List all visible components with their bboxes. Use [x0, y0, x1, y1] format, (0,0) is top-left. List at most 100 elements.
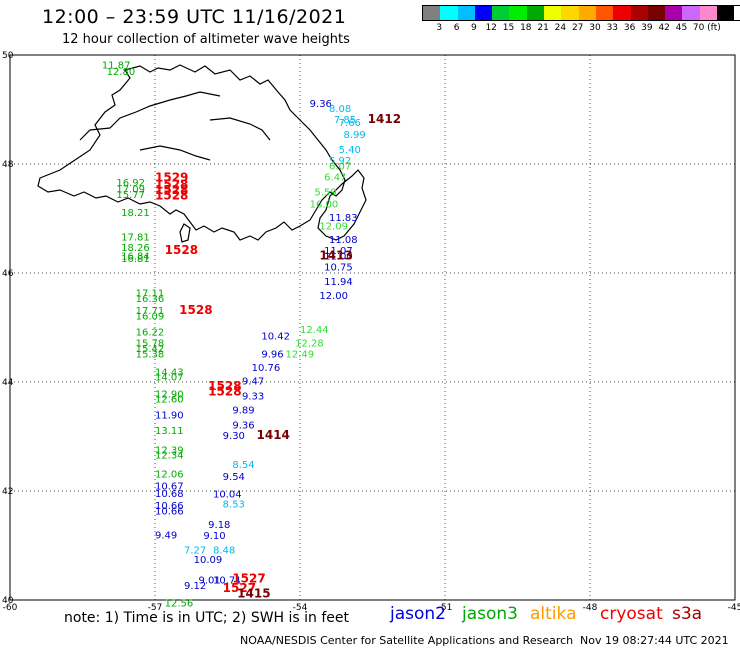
wave-height-label: 6.07 — [329, 161, 351, 172]
legend-swatch — [544, 6, 562, 20]
wave-height-label: 8.99 — [344, 130, 366, 141]
wave-height-label: 9.96 — [261, 349, 283, 360]
track-time-label: 1528 — [155, 183, 188, 197]
grid — [10, 55, 735, 600]
track-time-label: 1527 — [232, 572, 265, 586]
legend-swatch — [526, 6, 545, 20]
wave-height-label: 11.90 — [155, 411, 184, 422]
legend-swatch — [457, 6, 475, 20]
wave-height-label: 9.18 — [208, 520, 230, 531]
legend-swatch — [492, 6, 510, 20]
wave-height-label: 9.01 — [199, 576, 221, 587]
satellite-name-cryosat: cryosat — [600, 604, 663, 624]
wave-height-label: 17.81 — [121, 232, 150, 243]
legend-label: 33 — [606, 23, 619, 33]
inner-coastline-2 — [209, 117, 271, 141]
x-tick-label: -48 — [583, 603, 598, 613]
wave-height-label: 9.49 — [155, 530, 177, 541]
legend-swatch — [578, 6, 596, 20]
satellite-name-altika: altika — [530, 604, 577, 624]
legend-swatch — [423, 6, 441, 20]
wave-height-label: 9.30 — [223, 431, 245, 442]
wave-height-label: 10.42 — [261, 331, 290, 342]
y-tick-label: 42 — [2, 487, 13, 497]
wave-height-label: 10.67 — [155, 481, 184, 492]
wave-height-label: 7.85 — [334, 115, 356, 126]
legend-label: 70 (ft) — [692, 23, 721, 33]
legend-label: 27 — [571, 23, 584, 33]
wave-height-label: 5.40 — [339, 145, 361, 156]
y-tick-label: 50 — [2, 51, 14, 61]
legend-label: 15 — [502, 23, 515, 33]
track-time-label: 1414 — [257, 428, 290, 442]
track-time-label: 1527 — [223, 581, 256, 595]
track-time-label: 1415 — [237, 586, 270, 600]
track-time-label: 1528 — [208, 379, 241, 393]
wave-height-label: 18.26 — [121, 243, 150, 254]
wave-height-label: 15.77 — [116, 190, 145, 201]
wave-height-label: 9.89 — [232, 406, 254, 417]
wave-height-label: 14.07 — [155, 372, 184, 383]
wave-height-label: 15.78 — [136, 339, 165, 350]
legend-swatch — [682, 6, 700, 20]
track-time-label: 1528 — [155, 188, 188, 202]
legend-swatch — [509, 6, 527, 20]
wave-height-label: 9.54 — [223, 472, 245, 483]
newfoundland-coastline — [37, 64, 346, 241]
track-time-label: 1529 — [155, 170, 188, 184]
wave-height-label: 9.36 — [310, 99, 332, 110]
inner-coastline — [79, 91, 221, 141]
legend-label: 12 — [485, 23, 497, 33]
wave-height-label: 12.34 — [155, 450, 184, 461]
wave-height-label: 10.75 — [324, 262, 353, 273]
wave-height-label: 18.21 — [121, 208, 150, 219]
wave-height-label: 8.48 — [213, 546, 235, 557]
wave-height-label: 16.81 — [121, 254, 150, 265]
wave-height-label: 12.06 — [155, 469, 184, 480]
wave-height-label: 8.08 — [329, 104, 351, 115]
track-time-label: 1412 — [368, 112, 401, 126]
wave-height-label: 12.28 — [295, 339, 324, 350]
wave-height-label: 11.08 — [329, 235, 358, 246]
wave-height-label: 10.66 — [155, 501, 184, 512]
wave-height-label: 6.47 — [324, 172, 346, 183]
legend-label: 42 — [658, 23, 670, 33]
legend-swatches — [422, 5, 740, 21]
x-tick-label: -57 — [148, 603, 163, 613]
wave-height-label: 9.10 — [203, 531, 225, 542]
wave-height-label: 16.36 — [136, 294, 165, 305]
x-tick-label: -51 — [438, 603, 453, 613]
wave-height-label: 7.27 — [184, 546, 206, 557]
wave-height-label: 9.36 — [232, 420, 254, 431]
satellite-name-s3a: s3a — [672, 604, 703, 624]
wave-height-label: 15.38 — [136, 349, 165, 360]
track-time-labels: 1529152815281528152815281528152815271527… — [155, 112, 401, 600]
x-tick-label: -45 — [728, 603, 740, 613]
wave-height-label: 9.47 — [242, 377, 264, 388]
wave-height-label: 12.09 — [319, 221, 348, 232]
map-frame — [9, 54, 736, 601]
legend-label: 45 — [675, 23, 688, 33]
x-tick-label: -54 — [293, 603, 308, 613]
track-time-label: 1528 — [208, 385, 241, 399]
y-tick-label: 48 — [2, 160, 14, 170]
wave-height-label: 10.76 — [252, 363, 281, 374]
wave-height-label: 16.00 — [310, 200, 339, 211]
wave-height-label: 12.56 — [165, 599, 194, 610]
legend-swatch — [561, 6, 579, 20]
map-title: 12:00 – 23:59 UTC 11/16/2021 — [42, 6, 347, 28]
wave-height-label: 10.04 — [213, 490, 242, 501]
color-legend: 3 6 9 12 15 18 21 24 27 30 33 36 39 42 45 70 (ft) — [422, 5, 740, 35]
wave-height-label: 12.44 — [300, 325, 329, 336]
y-tick-label: 40 — [2, 596, 14, 606]
wave-height-label: 7.66 — [339, 118, 361, 129]
track-time-label: 1528 — [179, 303, 212, 317]
wave-height-label: 9.12 — [184, 581, 206, 592]
wave-height-label: 11.94 — [324, 277, 353, 288]
wave-height-label: 11.00 — [324, 251, 353, 262]
wave-height-label: 12.60 — [155, 395, 184, 406]
wave-height-label: 10.09 — [194, 555, 223, 566]
wave-height-label: 12.39 — [155, 445, 184, 456]
wave-height-label: 5.59 — [315, 188, 337, 199]
